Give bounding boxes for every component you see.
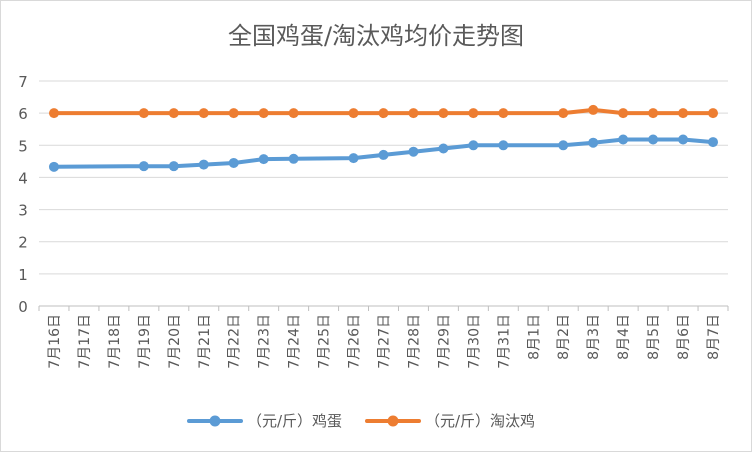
data-point — [168, 161, 179, 172]
y-tick-label: 6 — [18, 105, 28, 123]
y-tick-label: 2 — [18, 234, 28, 252]
y-tick-label: 7 — [18, 73, 28, 91]
x-tick-label: 7月26日 — [347, 314, 363, 369]
x-tick-label: 8月1日 — [526, 314, 542, 360]
data-point — [258, 154, 269, 165]
data-point — [678, 108, 689, 119]
x-tick-label: 7月23日 — [257, 314, 273, 369]
legend-marker-0 — [209, 415, 221, 427]
data-point — [678, 134, 689, 145]
x-tick-label: 7月29日 — [436, 314, 452, 369]
data-point — [378, 108, 389, 119]
x-tick-label: 7月31日 — [496, 314, 512, 369]
data-point — [228, 108, 239, 119]
x-tick-label: 8月7日 — [706, 314, 722, 360]
data-point — [588, 137, 599, 148]
y-tick-label: 4 — [18, 169, 28, 187]
data-point — [138, 108, 149, 119]
x-axis: 7月16日 7月17日 7月18日 7月19日 7月20日 7月21日 7月22日 7月23日… — [38, 305, 729, 369]
x-tick-label: 7月22日 — [227, 314, 243, 369]
data-point — [288, 153, 299, 164]
data-point — [468, 108, 479, 119]
x-tick-label: 8月4日 — [616, 314, 632, 360]
legend-label-0: （元/斤）鸡蛋 — [247, 412, 342, 430]
data-point — [558, 108, 569, 119]
y-tick-label: 5 — [18, 137, 28, 155]
data-point — [198, 108, 209, 119]
data-point — [348, 153, 359, 164]
legend-label-1: （元/斤）淘汰鸡 — [425, 412, 535, 430]
data-point — [408, 108, 419, 119]
data-point — [48, 108, 59, 119]
series-lines — [48, 104, 719, 172]
data-point — [498, 140, 509, 151]
x-tick-label: 7月30日 — [466, 314, 482, 369]
x-tick-label: 7月27日 — [377, 314, 393, 369]
y-tick-label: 0 — [18, 298, 28, 316]
y-tick-label: 3 — [18, 202, 28, 220]
data-point — [138, 161, 149, 172]
x-tick-label: 8月6日 — [676, 314, 692, 360]
x-tick-label: 7月21日 — [197, 314, 213, 369]
data-point — [288, 108, 299, 119]
x-tick-label: 7月25日 — [317, 314, 333, 369]
data-point — [618, 134, 629, 145]
data-point — [408, 146, 419, 157]
x-tick-label: 7月16日 — [47, 314, 63, 369]
data-point — [648, 134, 659, 145]
x-tick-label: 8月3日 — [586, 314, 602, 360]
y-tick-label: 1 — [18, 266, 28, 284]
data-point — [588, 104, 599, 115]
data-point — [258, 108, 269, 119]
x-tick-label: 7月24日 — [287, 314, 303, 369]
data-point — [498, 108, 509, 119]
chart-title: 全国鸡蛋/淘汰鸡均价走势图 — [228, 22, 524, 50]
x-tick-label: 8月5日 — [646, 314, 662, 360]
data-point — [438, 108, 449, 119]
x-tick-label: 7月19日 — [137, 314, 153, 369]
legend: （元/斤）鸡蛋 （元/斤）淘汰鸡 — [187, 412, 535, 430]
data-point — [378, 149, 389, 160]
data-point — [708, 137, 719, 148]
data-point — [468, 140, 479, 151]
data-point — [708, 108, 719, 119]
data-point — [618, 108, 629, 119]
data-point — [348, 108, 359, 119]
x-tick-label: 8月2日 — [556, 314, 572, 360]
data-point — [228, 157, 239, 168]
legend-marker-1 — [387, 415, 399, 427]
x-tick-label: 7月20日 — [167, 314, 183, 369]
data-point — [198, 159, 209, 170]
data-point — [168, 108, 179, 119]
y-axis: 0 1 2 3 4 5 6 7 — [18, 73, 28, 316]
data-point — [48, 161, 59, 172]
x-tick-label: 7月28日 — [406, 314, 422, 369]
data-point — [438, 143, 449, 154]
data-point — [558, 140, 569, 151]
data-point — [648, 108, 659, 119]
x-tick-label: 7月17日 — [77, 314, 93, 369]
x-tick-label: 7月18日 — [107, 314, 123, 369]
